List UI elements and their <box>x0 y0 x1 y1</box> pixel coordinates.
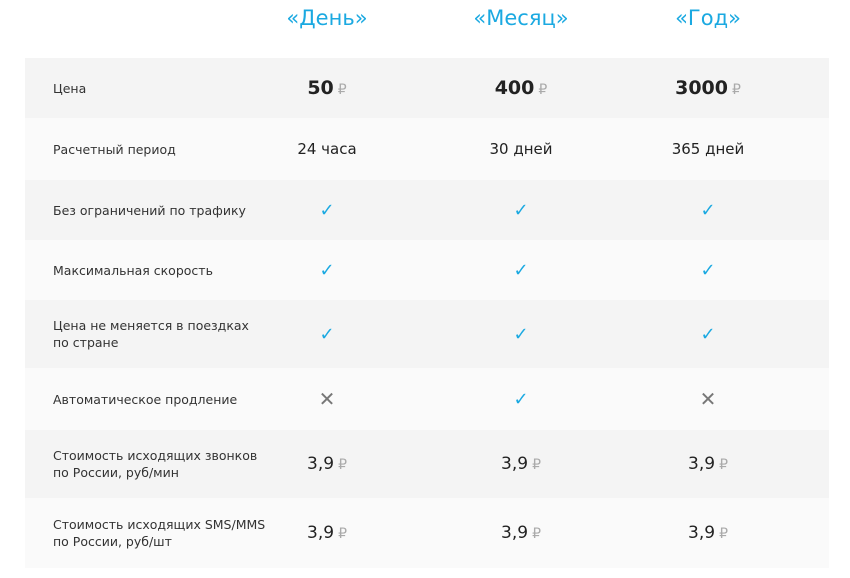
amount: 3,9 <box>307 454 335 474</box>
row-label: Цена не меняется в поездках по стране <box>53 318 249 350</box>
ruble-icon: ₽ <box>731 82 741 98</box>
amount: 3,9 <box>307 523 335 543</box>
check-icon: ✓ <box>700 259 716 281</box>
ruble-icon: ₽ <box>338 457 347 473</box>
amount: 3,9 <box>501 523 529 543</box>
ruble-icon: ₽ <box>719 526 728 542</box>
plan-title-month: «Месяц» <box>473 6 569 30</box>
table-row: Стоимость исходящих SMS/MMS по России, ру… <box>25 498 829 568</box>
check-icon: ✓ <box>319 323 335 345</box>
ruble-icon: ₽ <box>532 457 541 473</box>
plan-title-year: «Год» <box>675 6 741 30</box>
table-row: Без ограничений по трафику ✓ ✓ ✓ <box>25 180 829 240</box>
cell-value: 30 дней <box>489 140 553 158</box>
check-icon: ✓ <box>513 259 529 281</box>
amount: 400 <box>494 77 535 99</box>
check-icon: ✓ <box>319 199 335 221</box>
check-icon: ✓ <box>700 323 716 345</box>
row-label: Расчетный период <box>53 141 176 157</box>
ruble-icon: ₽ <box>538 82 548 98</box>
table-row: Стоимость исходящих звонков по России, ру… <box>25 430 829 498</box>
table-row: Расчетный период 24 часа 30 дней 365 дней <box>25 118 829 180</box>
ruble-icon: ₽ <box>338 526 347 542</box>
price-value: 3,9 ₽ <box>628 523 788 543</box>
cross-icon: ✕ <box>699 387 717 411</box>
price-value: 400 ₽ <box>441 77 601 99</box>
amount: 50 <box>307 77 334 99</box>
row-label: Стоимость исходящих SMS/MMS по России, ру… <box>53 517 266 549</box>
cell-value: 24 часа <box>297 140 357 158</box>
table-row: Цена 50 ₽400 ₽3000 ₽ <box>25 58 829 118</box>
cross-icon: ✕ <box>318 387 336 411</box>
ruble-icon: ₽ <box>532 526 541 542</box>
price-value: 50 ₽ <box>247 77 407 99</box>
table-row: Цена не меняется в поездках по стране ✓ ✓ ✓ <box>25 300 829 368</box>
check-icon: ✓ <box>700 199 716 221</box>
price-value: 3,9 ₽ <box>247 454 407 474</box>
check-icon: ✓ <box>513 199 529 221</box>
row-label: Цена <box>53 80 87 96</box>
ruble-icon: ₽ <box>337 82 347 98</box>
ruble-icon: ₽ <box>719 457 728 473</box>
row-label: Без ограничений по трафику <box>53 202 246 218</box>
amount: 3000 <box>675 77 728 99</box>
plan-title-day: «День» <box>286 6 368 30</box>
check-icon: ✓ <box>319 259 335 281</box>
price-value: 3,9 ₽ <box>441 454 601 474</box>
price-value: 3000 ₽ <box>628 77 788 99</box>
table-row: Максимальная скорость ✓ ✓ ✓ <box>25 240 829 300</box>
row-label: Автоматическое продление <box>53 391 238 407</box>
check-icon: ✓ <box>513 323 529 345</box>
amount: 3,9 <box>501 454 529 474</box>
price-value: 3,9 ₽ <box>247 523 407 543</box>
price-value: 3,9 ₽ <box>628 454 788 474</box>
table-row: Автоматическое продление ✕ ✓ ✕ <box>25 368 829 430</box>
price-value: 3,9 ₽ <box>441 523 601 543</box>
cell-value: 365 дней <box>671 140 745 158</box>
row-label: Стоимость исходящих звонков по России, ру… <box>53 448 258 480</box>
row-label: Максимальная скорость <box>53 262 213 278</box>
amount: 3,9 <box>688 454 716 474</box>
check-icon: ✓ <box>513 388 529 410</box>
amount: 3,9 <box>688 523 716 543</box>
